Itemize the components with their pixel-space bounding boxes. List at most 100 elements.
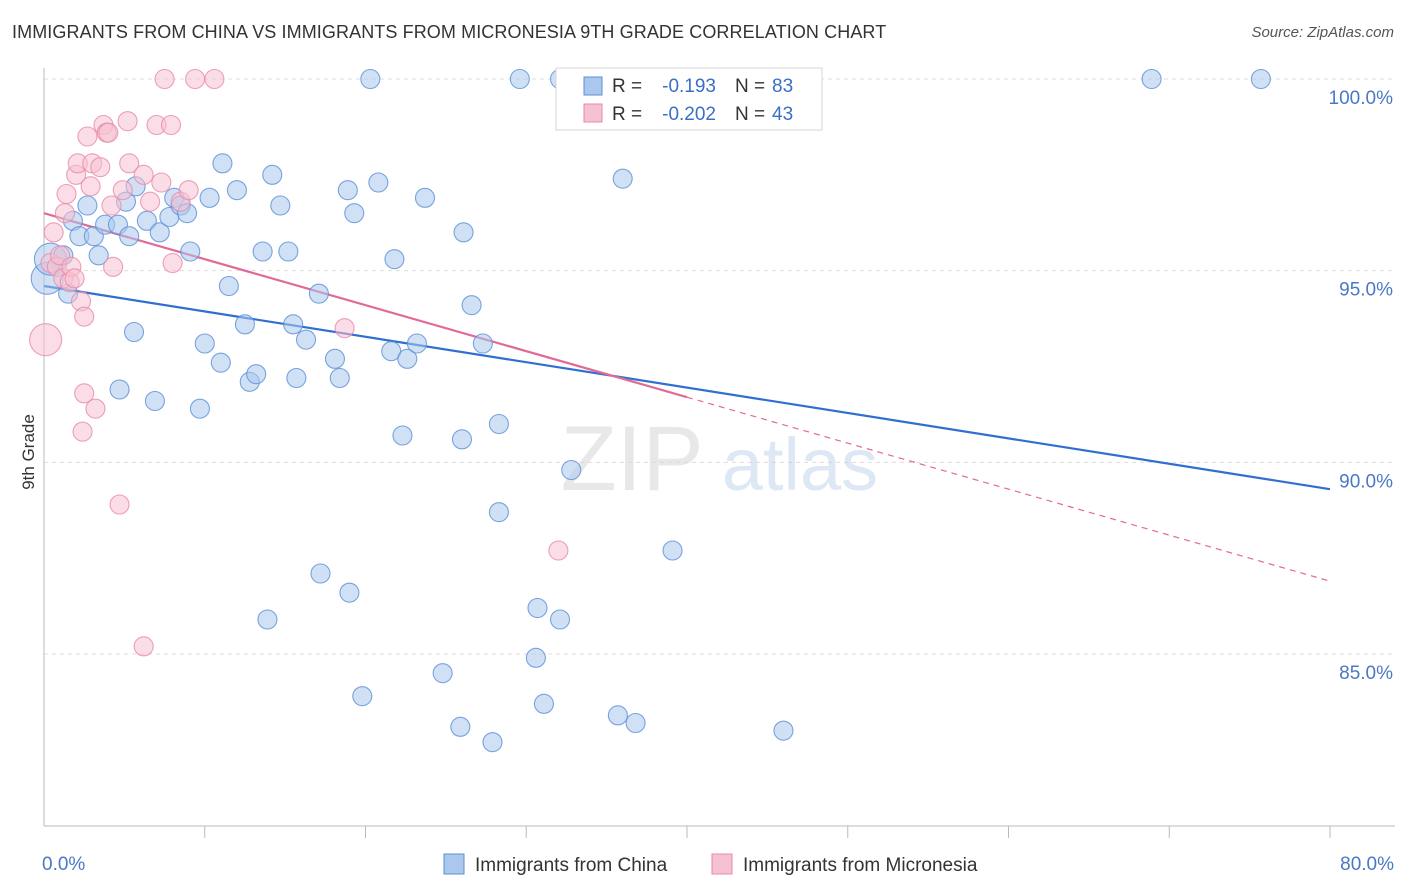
chart-title: IMMIGRANTS FROM CHINA VS IMMIGRANTS FROM…: [12, 22, 887, 42]
legend-micronesia-label: Immigrants from Micronesia: [743, 855, 978, 876]
micronesia-point: [109, 494, 130, 515]
micronesia-point: [103, 256, 124, 277]
trend-layer: [43, 212, 1331, 582]
china-point: [324, 348, 346, 369]
china-point: [344, 203, 365, 224]
china-point: [488, 413, 509, 435]
x-tick-label: 0.0%: [42, 854, 85, 875]
micronesia-point: [140, 191, 161, 212]
china-point: [199, 187, 220, 208]
stats-china-n-value: 83: [772, 76, 793, 97]
stats-micronesia-r-value: -0.202: [662, 104, 716, 125]
legend-china-swatch: [443, 853, 465, 875]
grid-layer: [44, 78, 1395, 655]
china-point: [397, 348, 418, 369]
micronesia-point: [133, 164, 154, 185]
china-point: [257, 609, 278, 630]
chart-source: Source: ZipAtlas.com: [1251, 24, 1394, 41]
micronesia-point: [43, 222, 64, 243]
china-trend-line: [43, 284, 1331, 491]
china-point: [1250, 68, 1271, 90]
china-point: [461, 295, 482, 316]
china-point: [451, 429, 473, 450]
china-point: [488, 502, 509, 523]
china-point: [109, 379, 130, 400]
y-tick-label: 90.0%: [1339, 471, 1393, 492]
china-point: [88, 245, 109, 266]
china-point: [262, 164, 283, 185]
y-tick-label: 95.0%: [1339, 280, 1393, 301]
y-tick-label: 100.0%: [1329, 88, 1394, 109]
micronesia-point: [77, 126, 98, 147]
china-point: [194, 333, 215, 354]
china-point: [329, 367, 350, 389]
china-point: [392, 425, 413, 446]
stats-micronesia-n-value: 43: [772, 104, 793, 125]
china-point: [450, 716, 471, 737]
china-point: [210, 352, 231, 373]
micronesia-point: [112, 180, 133, 201]
china-point: [295, 329, 317, 350]
china-point: [136, 210, 157, 231]
china-point: [381, 341, 402, 362]
china-point: [119, 226, 140, 247]
micronesia-point: [162, 252, 183, 274]
watermark-atlas: atlas: [722, 423, 878, 506]
micronesia-point: [74, 383, 95, 404]
stats-micronesia-r-label: R =: [612, 104, 642, 125]
china-point: [1141, 68, 1162, 90]
china-point: [252, 241, 273, 262]
china-point: [384, 249, 405, 270]
china-point: [180, 241, 201, 262]
micronesia-point: [80, 176, 101, 197]
legend-china-label: Immigrants from China: [475, 855, 668, 876]
china-point: [607, 705, 628, 726]
micronesia-point: [72, 421, 93, 442]
china-point: [525, 647, 546, 668]
china-point: [270, 195, 291, 216]
micronesia-point: [204, 68, 225, 90]
china-point: [212, 153, 233, 174]
china-point: [368, 172, 389, 193]
stats-micronesia-n-label: N =: [735, 104, 765, 125]
china-point: [286, 367, 307, 389]
china-point: [278, 241, 299, 262]
china-point: [144, 390, 165, 412]
china-point: [549, 609, 571, 630]
stats-china-r-label: R =: [612, 76, 642, 97]
micronesia-point: [185, 68, 206, 90]
china-point: [482, 732, 503, 753]
china-point: [339, 582, 360, 603]
china-point: [414, 187, 436, 208]
micronesia-point: [98, 122, 119, 143]
china-point: [625, 712, 646, 734]
china-point: [123, 321, 145, 343]
china-point: [283, 314, 304, 335]
china-point: [472, 333, 493, 354]
micronesia-trend-extension: [686, 396, 1331, 582]
micronesia-point: [151, 172, 172, 193]
axes-layer: 100.0% 95.0% 90.0% 85.0% 0.0% 80.0% 9th Grade: [19, 68, 1395, 875]
micronesia-point: [154, 68, 175, 90]
micronesia-point: [29, 323, 63, 357]
micronesia-point: [133, 636, 154, 657]
china-point: [527, 597, 548, 619]
china-point: [533, 693, 554, 714]
china-point: [432, 663, 453, 684]
micronesia-point: [64, 268, 85, 289]
stats-box: R = -0.193 N = 83 R = -0.202 N = 43: [555, 67, 823, 131]
china-point: [662, 540, 683, 561]
stats-china-swatch: [583, 76, 603, 96]
micronesia-point: [334, 318, 355, 339]
china-point: [246, 364, 267, 385]
micronesia-point: [90, 157, 111, 178]
micronesia-point: [54, 203, 75, 224]
china-point: [189, 398, 210, 419]
micronesia-point: [85, 398, 106, 419]
china-point: [773, 720, 794, 741]
x-tick-label: 80.0%: [1340, 854, 1394, 875]
micronesia-point: [56, 183, 77, 205]
micronesia-trend-line: [43, 212, 688, 399]
